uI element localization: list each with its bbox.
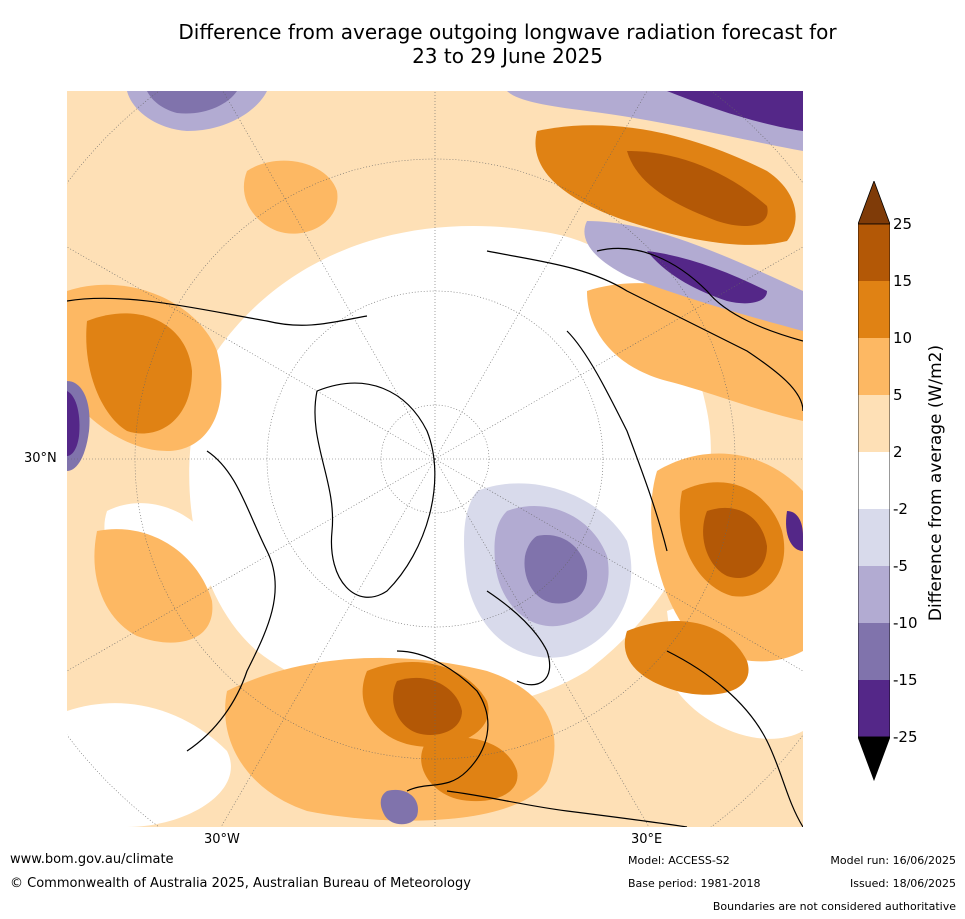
neutral-patch	[67, 703, 231, 827]
colorbar-tick-label: 5	[893, 386, 903, 404]
issued-date: Issued: 18/06/2025	[849, 877, 956, 890]
coast-north-america	[67, 297, 368, 326]
coast-siberia	[486, 250, 803, 412]
colorbar	[858, 181, 890, 782]
colorbar-tick-label: 10	[893, 329, 913, 347]
graticule-meridian	[434, 458, 650, 827]
positive-anomaly-asia	[587, 283, 803, 421]
boundary-disclaimer: Boundaries are not considered authoritat…	[712, 900, 956, 913]
coastlines	[67, 247, 803, 827]
longitude-label-east: 30°E	[631, 832, 663, 847]
coast-greenland	[314, 382, 436, 598]
model-run-date: Model run: 16/06/2025	[830, 854, 956, 867]
title-line-1: Difference from average outgoing longwav…	[178, 20, 837, 44]
olr-anomaly-map	[67, 91, 803, 827]
map-title: Difference from average outgoing longwav…	[140, 20, 875, 68]
positive-anomaly-asia	[624, 621, 749, 695]
negative-anomaly-band	[647, 251, 767, 304]
anomaly-fills	[67, 91, 803, 827]
copyright-text: © Commonwealth of Australia 2025, Austra…	[10, 876, 471, 891]
positive-anomaly-asia	[703, 507, 767, 578]
map-canvas	[67, 91, 803, 827]
coast-canada-east	[186, 450, 276, 752]
coast-south-asia	[666, 650, 803, 827]
latitude-label: 30°N	[24, 451, 57, 466]
colorbar-tick-label: -25	[893, 728, 918, 746]
colorbar-band	[858, 566, 890, 623]
title-line-2: 23 to 29 June 2025	[412, 44, 603, 68]
colorbar-band	[858, 224, 890, 281]
colorbar-band	[858, 338, 890, 395]
colorbar-band	[858, 281, 890, 338]
negative-anomaly-north	[667, 91, 803, 131]
colorbar-tick-label: -5	[893, 557, 908, 575]
colorbar-label: Difference from average (W/m2)	[926, 344, 946, 622]
colorbar-band	[858, 452, 890, 509]
colorbar-tick-label: -10	[893, 614, 918, 632]
coast-mediterranean	[446, 790, 688, 827]
colorbar-tick-label: 15	[893, 272, 913, 290]
model-name: Model: ACCESS-S2	[628, 854, 730, 867]
graticule	[67, 91, 803, 827]
positive-anomaly	[94, 529, 213, 643]
website-link[interactable]: www.bom.gov.au/climate	[10, 852, 174, 867]
coast-western-europe	[396, 650, 489, 792]
colorbar-tick-label: 2	[893, 443, 903, 461]
coast-north-pacific	[596, 247, 803, 342]
graticule-meridian	[220, 458, 436, 827]
negative-anomaly-russia	[524, 535, 588, 604]
positive-anomaly-npac	[627, 151, 768, 226]
positive-anomaly	[243, 160, 338, 234]
base-period: Base period: 1981-2018	[628, 877, 761, 890]
colorbar-band	[858, 395, 890, 452]
colorbar-band	[858, 509, 890, 566]
positive-anomaly-europe	[393, 677, 462, 735]
colorbar-band	[858, 680, 890, 737]
colorbar-tick-label: -2	[893, 500, 908, 518]
positive-anomaly	[86, 313, 192, 434]
colorbar-extend-bottom	[858, 736, 890, 782]
negative-anomaly-east	[786, 511, 803, 551]
coast-scandinavia	[486, 590, 551, 686]
negative-anomaly-africa	[380, 789, 418, 825]
colorbar-band	[858, 623, 890, 680]
longitude-label-west: 30°W	[204, 832, 240, 847]
negative-anomaly	[147, 91, 237, 114]
coast-kamchatka	[566, 330, 668, 552]
negative-anomaly-west	[67, 391, 80, 456]
colorbar-extend-top	[858, 181, 890, 225]
colorbar-tick-label: 25	[893, 215, 913, 233]
colorbar-tick-label: -15	[893, 671, 918, 689]
